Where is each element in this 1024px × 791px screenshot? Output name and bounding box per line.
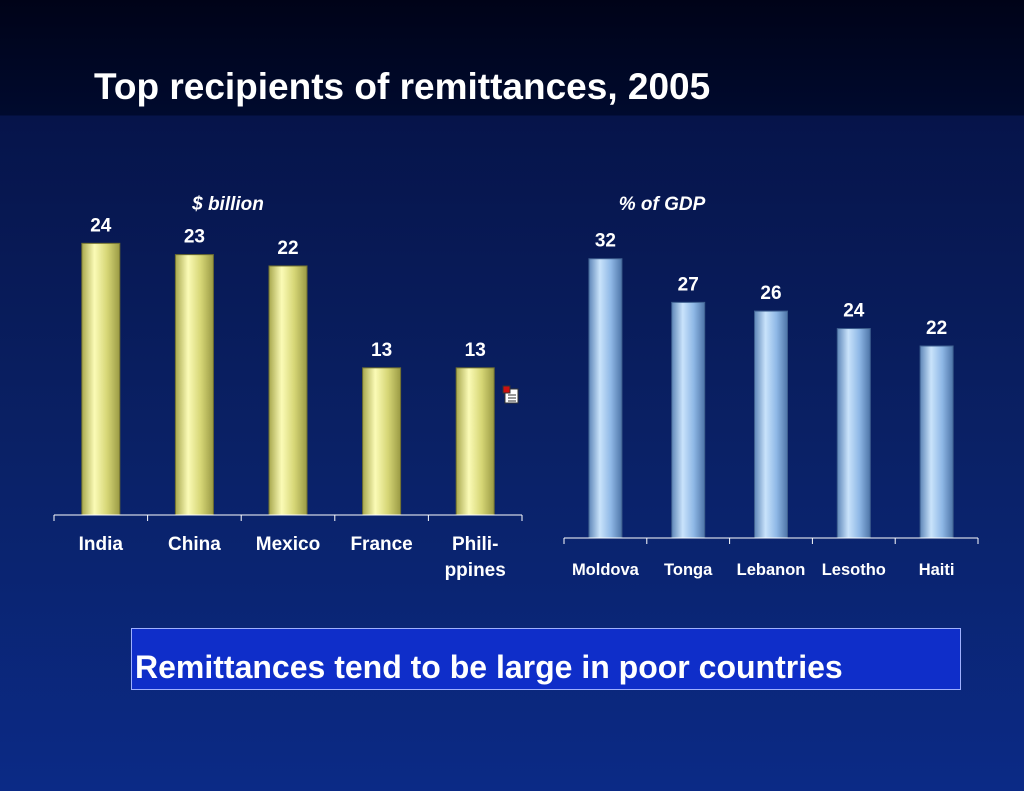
- tick-label: China: [168, 534, 221, 555]
- tick-label: Haiti: [919, 561, 955, 579]
- data-label: 23: [184, 227, 205, 248]
- embedded-object-icon[interactable]: [502, 384, 520, 409]
- tick-label: Lesotho: [822, 561, 886, 579]
- data-label: 24: [90, 215, 112, 236]
- tick-label: Tonga: [664, 561, 713, 579]
- tick-label: Lebanon: [737, 561, 806, 579]
- tick-label: France: [350, 534, 412, 555]
- data-label: 22: [277, 238, 298, 259]
- bar: [268, 265, 308, 516]
- data-label: 22: [926, 318, 947, 339]
- tick-label: ppines: [445, 560, 506, 581]
- bar: [588, 258, 623, 539]
- tick-label: Moldova: [572, 561, 640, 579]
- unit-label: % of GDP: [619, 194, 706, 215]
- data-label: 13: [465, 340, 486, 361]
- callout-text: Remittances tend to be large in poor cou…: [135, 649, 843, 685]
- callout-box: Remittances tend to be large in poor cou…: [131, 628, 961, 690]
- data-label: 26: [760, 283, 781, 304]
- bar: [836, 328, 871, 539]
- data-label: 24: [843, 301, 865, 322]
- tick-label: Mexico: [256, 534, 320, 555]
- tick-label: Phili-: [452, 534, 498, 555]
- unit-label: $ billion: [191, 194, 264, 215]
- bar: [81, 242, 121, 516]
- data-label: 32: [595, 231, 616, 252]
- tick-label: India: [79, 534, 124, 555]
- bar: [671, 301, 706, 539]
- bar: [455, 367, 495, 516]
- slide-title: Top recipients of remittances, 2005: [94, 66, 711, 107]
- data-label: 13: [371, 340, 392, 361]
- bar: [174, 254, 214, 516]
- bar: [919, 345, 954, 539]
- bar: [362, 367, 402, 516]
- bar: [754, 310, 788, 539]
- data-label: 27: [678, 274, 699, 295]
